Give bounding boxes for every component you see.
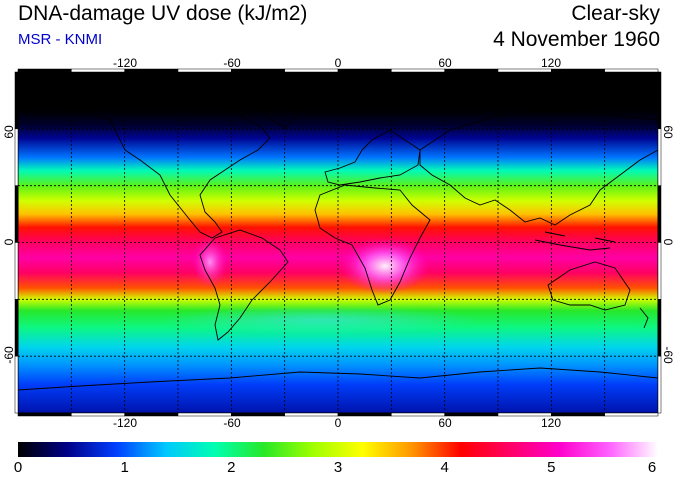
colorbar-label-4: 4 (440, 459, 449, 476)
frame-tick-segment (14, 71, 19, 130)
frame-tick-segment (657, 128, 662, 186)
lat-labels-right: 60 0 -60 (661, 125, 675, 364)
colorbar (18, 442, 658, 457)
lon-label-bottom-neg120: -120 (113, 416, 137, 430)
coast-australia (547, 261, 631, 311)
frame-tick-segment (284, 68, 339, 73)
lon-label-top-neg60: -60 (223, 56, 241, 70)
frame-tick-segment (284, 412, 339, 417)
lon-label-top-0: 0 (335, 56, 342, 70)
lon-label-bottom-60: 60 (438, 416, 452, 430)
lat-label-right-60: 60 (661, 125, 675, 139)
frame-tick-segment (604, 68, 659, 73)
frame-tick-segment (391, 412, 445, 417)
coast-new-zealand (639, 307, 649, 329)
frame-tick-segment (17, 68, 72, 73)
frame-tick-segment (17, 412, 72, 417)
coast-asia (419, 109, 658, 226)
coastlines (18, 87, 658, 391)
frame-tick-segment (657, 355, 662, 414)
data-source: MSR - KNMI (18, 31, 103, 48)
lat-label-left-0: 0 (2, 238, 16, 245)
lon-label-bottom-neg60: -60 (223, 416, 241, 430)
frame-tick-segment (444, 68, 499, 73)
lon-labels-top: -120 -60 0 60 120 (113, 56, 561, 70)
frame-tick-segment (14, 355, 19, 414)
lon-label-top-120: 120 (541, 56, 561, 70)
frame-tick-segment (657, 299, 662, 357)
frame-tick-segment (14, 242, 19, 300)
lon-label-top-60: 60 (438, 56, 452, 70)
coast-africa (314, 184, 431, 306)
frame-ticks (14, 68, 662, 417)
lon-label-top-neg120: -120 (113, 56, 137, 70)
lat-label-right-0: 0 (661, 239, 675, 246)
regional-highlights (160, 236, 480, 334)
graticule (18, 72, 658, 413)
map-date: 4 November 1960 (493, 28, 660, 51)
southern-ocean-band (160, 306, 480, 334)
lon-label-bottom-120: 120 (541, 416, 561, 430)
frame-tick-segment (14, 185, 19, 243)
coast-antarctica (18, 367, 658, 391)
lon-labels-bottom: -120 -60 0 60 120 (113, 416, 561, 430)
colorbar-label-0: 0 (13, 459, 23, 476)
coast-greenland (257, 87, 311, 129)
colorbar-label-1: 1 (120, 459, 129, 476)
frame-tick-segment (391, 68, 445, 73)
lat-label-right-neg60: -60 (661, 346, 675, 364)
frame-tick-segment (444, 412, 499, 417)
lon-label-bottom-0: 0 (335, 416, 342, 430)
map-title: DNA-damage UV dose (kJ/m2) (18, 2, 308, 25)
colorbar-label-6: 6 (647, 459, 657, 476)
sky-condition: Clear-sky (571, 2, 660, 25)
lat-label-left-neg60: -60 (2, 346, 16, 364)
frame-tick-segment (337, 68, 392, 73)
africa-hotspot (340, 238, 430, 294)
frame-tick-segment (657, 185, 662, 243)
coast-south-america (199, 229, 289, 341)
colorbar-label-2: 2 (227, 459, 236, 476)
frame-tick-segment (604, 412, 659, 417)
andes-hotspot (192, 236, 228, 288)
frame-tick-segment (337, 412, 392, 417)
frame-tick-segment (657, 242, 662, 300)
frame-tick-segment (657, 71, 662, 130)
lat-labels-left: 60 0 -60 (2, 125, 16, 364)
colorbar-label-5: 5 (547, 459, 556, 476)
colorbar-label-3: 3 (333, 459, 343, 476)
lat-label-left-60: 60 (2, 125, 16, 139)
coast-north-america (18, 93, 271, 239)
